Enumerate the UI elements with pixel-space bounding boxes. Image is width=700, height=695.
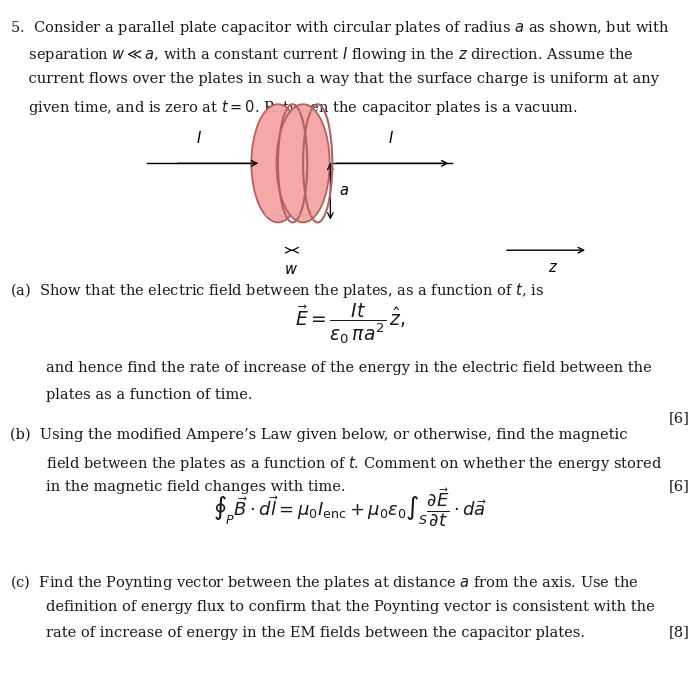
Text: [6]: [6] [668,479,690,493]
Text: (c)  Find the Poynting vector between the plates at distance $a$ from the axis. : (c) Find the Poynting vector between the… [10,573,639,592]
Text: $\oint_P \vec{B} \cdot d\vec{l} = \mu_0 I_{\mathrm{enc}} + \mu_0\epsilon_0 \int_: $\oint_P \vec{B} \cdot d\vec{l} = \mu_0 … [214,486,486,528]
Text: $\vec{E} = \dfrac{It}{\epsilon_0\,\pi a^2}\,\hat{z},$: $\vec{E} = \dfrac{It}{\epsilon_0\,\pi a^… [295,301,405,345]
Text: field between the plates as a function of $t$. Comment on whether the energy sto: field between the plates as a function o… [46,454,661,473]
Text: definition of energy flux to confirm that the Poynting vector is consistent with: definition of energy flux to confirm tha… [46,600,655,614]
Text: current flows over the plates in such a way that the surface charge is uniform a: current flows over the plates in such a … [10,72,659,85]
Text: given time, and is zero at $t = 0$. Between the capacitor plates is a vacuum.: given time, and is zero at $t = 0$. Betw… [10,98,578,117]
Text: 5.  Consider a parallel plate capacitor with circular plates of radius $a$ as sh: 5. Consider a parallel plate capacitor w… [10,19,670,37]
Text: in the magnetic field changes with time.: in the magnetic field changes with time. [46,480,345,494]
Text: and hence find the rate of increase of the energy in the electric field between : and hence find the rate of increase of t… [46,361,651,375]
Text: $I$: $I$ [196,130,202,146]
Text: $z$: $z$ [548,261,558,275]
Ellipse shape [251,104,304,222]
Text: $I$: $I$ [388,130,394,146]
Text: plates as a function of time.: plates as a function of time. [46,388,252,402]
Ellipse shape [276,104,330,222]
Text: [6]: [6] [668,411,690,425]
Text: [8]: [8] [668,625,690,639]
Text: $w$: $w$ [284,263,298,277]
Text: separation $w \ll a$, with a constant current $I$ flowing in the $z$ direction. : separation $w \ll a$, with a constant cu… [10,45,634,64]
Text: (b)  Using the modified Ampere’s Law given below, or otherwise, find the magneti: (b) Using the modified Ampere’s Law give… [10,427,628,442]
Text: rate of increase of energy in the EM fields between the capacitor plates.: rate of increase of energy in the EM fie… [46,626,584,640]
Text: $a$: $a$ [340,184,349,198]
Text: (a)  Show that the electric field between the plates, as a function of $t$, is: (a) Show that the electric field between… [10,281,545,300]
